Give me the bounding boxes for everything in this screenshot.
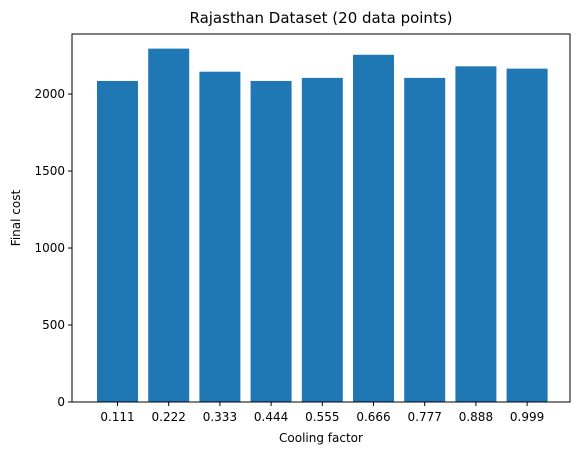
x-tick-label: 0.333 [203, 410, 237, 424]
x-tick-label: 0.222 [152, 410, 186, 424]
plot-frame [71, 33, 571, 403]
x-tick-label: 0.888 [459, 410, 493, 424]
x-tick-label: 0.666 [356, 410, 390, 424]
x-tick-label: 0.111 [100, 410, 134, 424]
bar-0.333 [199, 71, 241, 402]
x-axis-ticks: 0.111 0.222 0.333 0.444 0.555 0.666 0.777 0.888… [100, 402, 544, 424]
x-tick-label: 0.999 [510, 410, 544, 424]
y-tick-label: 500 [42, 318, 65, 332]
x-axis-label: Cooling factor [279, 431, 363, 445]
y-tick-label: 1500 [34, 164, 65, 178]
bars-group [97, 48, 548, 403]
x-tick-label: 0.555 [305, 410, 339, 424]
bar-0.777 [404, 77, 446, 402]
bar-0.444 [250, 80, 292, 403]
y-axis-label: Final cost [9, 190, 23, 247]
y-tick-label: 1000 [34, 241, 65, 255]
y-axis-ticks: 0 500 1000 1500 2000 [34, 87, 72, 409]
y-tick-label: 0 [57, 395, 65, 409]
x-tick-label: 0.444 [254, 410, 288, 424]
bar-0.888 [455, 66, 497, 402]
bar-0.666 [353, 54, 394, 402]
x-tick-label: 0.777 [408, 410, 442, 424]
bar-0.222 [148, 48, 190, 402]
bar-0.999 [506, 68, 548, 402]
chart-title: Rajasthan Dataset (20 data points) [189, 9, 452, 27]
bar-0.555 [301, 77, 343, 402]
y-tick-label: 2000 [34, 87, 65, 101]
bar-0.111 [97, 80, 138, 403]
